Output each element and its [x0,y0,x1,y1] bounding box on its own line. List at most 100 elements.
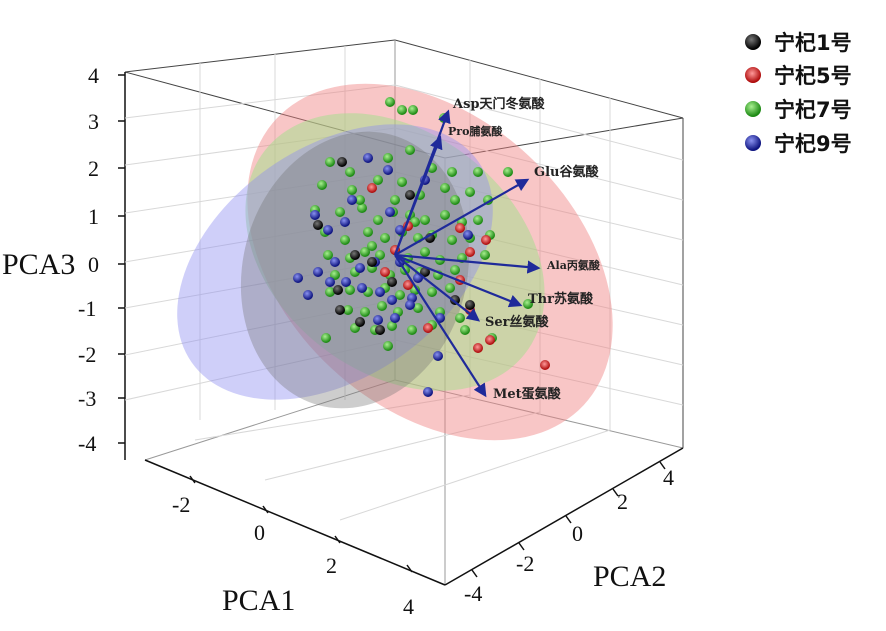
point-ningqi7 [447,167,457,177]
wireframe-box [124,39,684,586]
label-asp: Asp天门冬氨酸 [452,96,545,112]
point-ningqi7 [445,283,455,293]
point-ningqi7 [343,305,353,315]
legend-label: 宁杞5号 [774,64,852,88]
point-ningqi9 [310,210,320,220]
point-ningqi9 [325,277,335,287]
point-ningqi7 [377,301,387,311]
point-ningqi9 [383,165,393,175]
point-ningqi5 [465,247,475,257]
point-ningqi7 [373,175,383,185]
x-tick: -2 [172,492,190,517]
point-ningqi7 [407,325,417,335]
point-ningqi1 [450,295,460,305]
point-ningqi9 [375,287,385,297]
point-ningqi7 [360,307,370,317]
point-ningqi7 [340,235,350,245]
y-axis-title: PCA2 [593,560,666,593]
point-ningqi7 [460,325,470,335]
vector-ala [394,253,541,274]
point-ningqi9 [357,283,367,293]
point-ningqi7 [450,265,460,275]
point-ningqi9 [330,257,340,267]
point-ningqi7 [455,313,465,323]
point-ningqi7 [335,207,345,217]
point-ningqi7 [330,270,340,280]
point-ningqi7 [357,203,367,213]
vector-glu [394,178,530,256]
x-axis: -2 0 2 4 PCA1 [172,475,414,619]
z-tick: 3 [88,109,99,134]
point-ningqi7 [347,185,357,195]
point-ningqi9 [363,153,373,163]
legend: 宁杞1号 宁杞5号 宁杞7号 宁杞9号 [745,31,852,156]
y-axis: -4 -2 0 2 4 PCA2 [464,461,674,606]
point-ningqi7 [397,177,407,187]
point-ningqi9 [347,195,357,205]
z-tick: 2 [88,156,99,181]
point-ningqi5 [473,343,483,353]
point-ningqi1 [313,220,323,230]
z-axis-title: PCA3 [2,248,75,281]
point-ningqi5 [380,267,390,277]
point-ningqi7 [413,303,423,313]
loading-labels: Asp天门冬氨酸 Pro脯氨酸 Glu谷氨酸 Ala丙氨酸 Thr苏氨酸 Ser… [448,96,601,402]
point-ningqi1 [375,325,385,335]
point-ningqi7 [317,180,327,190]
legend-marker-ningqi1 [745,34,761,50]
y-tick: -4 [464,581,482,606]
z-tick: 1 [88,204,99,229]
point-ningqi7 [325,287,335,297]
point-ningqi7 [363,227,373,237]
point-ningqi7 [325,157,335,167]
point-ningqi5 [481,235,491,245]
point-ningqi7 [440,210,450,220]
point-ningqi9 [373,315,383,325]
point-ningqi1 [355,317,365,327]
vector-met [394,254,487,398]
point-ningqi7 [480,250,490,260]
point-ningqi7 [383,341,393,351]
point-ningqi9 [303,290,313,300]
point-ningqi1 [387,277,397,287]
z-tick: -4 [78,431,96,456]
point-ningqi7 [345,167,355,177]
point-ningqi5 [367,183,377,193]
legend-marker-ningqi5 [745,67,761,83]
point-ningqi7 [360,247,370,257]
label-ala: Ala丙氨酸 [546,258,601,272]
point-ningqi9 [433,351,443,361]
point-ningqi9 [385,207,395,217]
point-ningqi7 [450,195,460,205]
point-ningqi7 [380,233,390,243]
point-ningqi7 [383,153,393,163]
point-ningqi9 [387,295,397,305]
legend-marker-ningqi9 [745,135,761,151]
point-ningqi9 [423,387,433,397]
point-ningqi7 [473,167,483,177]
point-ningqi1 [367,257,377,267]
point-ningqi7 [367,241,377,251]
label-ser: Ser丝氨酸 [485,314,550,330]
point-ningqi1 [335,305,345,315]
point-ningqi9 [341,277,351,287]
point-ningqi7 [387,321,397,331]
point-ningqi5 [540,360,550,370]
point-ningqi7 [405,145,415,155]
point-ningqi1 [350,250,360,260]
point-ningqi7 [503,167,513,177]
point-ningqi7 [440,183,450,193]
point-ningqi7 [420,215,430,225]
legend-label: 宁杞1号 [774,31,852,55]
point-ningqi5 [423,323,433,333]
x-tick: 0 [254,520,265,545]
legend-label: 宁杞7号 [774,98,852,122]
point-ningqi7 [375,250,385,260]
point-ningqi9 [405,300,415,310]
vector-ser [394,254,481,322]
point-ningqi5 [485,335,495,345]
point-ningqi9 [463,230,473,240]
point-ningqi7 [465,187,475,197]
x-tick: 2 [326,553,337,578]
label-thr: Thr苏氨酸 [528,291,594,307]
